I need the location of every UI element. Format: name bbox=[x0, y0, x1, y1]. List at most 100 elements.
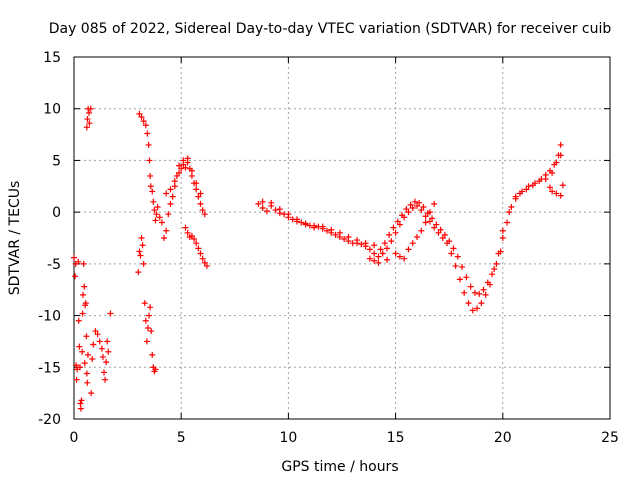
data-point bbox=[549, 188, 556, 195]
data-point bbox=[366, 246, 373, 253]
data-point bbox=[156, 214, 163, 221]
data-point bbox=[182, 224, 189, 231]
plot-frame bbox=[73, 56, 611, 420]
data-point bbox=[409, 240, 416, 247]
data-point bbox=[150, 198, 157, 205]
data-point bbox=[188, 167, 195, 174]
data-point bbox=[75, 317, 82, 324]
data-point bbox=[525, 183, 532, 190]
data-point bbox=[422, 213, 429, 220]
data-point bbox=[446, 238, 453, 245]
data-point bbox=[147, 183, 154, 190]
data-point bbox=[461, 289, 468, 296]
data-point bbox=[437, 226, 444, 233]
y-tick-label: 15 bbox=[43, 50, 61, 66]
data-point bbox=[452, 262, 459, 269]
data-point bbox=[392, 250, 399, 257]
data-point bbox=[180, 157, 187, 164]
data-point bbox=[259, 198, 266, 205]
data-point bbox=[450, 245, 457, 252]
data-point bbox=[195, 193, 202, 200]
y-tick-label: -20 bbox=[38, 412, 61, 428]
data-point bbox=[276, 206, 283, 213]
data-point bbox=[508, 203, 515, 210]
data-point bbox=[140, 118, 147, 125]
data-point bbox=[478, 300, 485, 307]
data-point bbox=[396, 221, 403, 228]
data-point bbox=[311, 222, 318, 229]
data-point bbox=[319, 223, 326, 230]
data-point bbox=[154, 203, 161, 210]
x-tick-label: 15 bbox=[387, 430, 405, 446]
data-points bbox=[71, 105, 566, 412]
data-point bbox=[328, 226, 335, 233]
data-point bbox=[439, 235, 446, 241]
data-point bbox=[381, 240, 388, 247]
data-point bbox=[549, 169, 556, 176]
data-point bbox=[480, 286, 487, 293]
data-point bbox=[136, 110, 143, 117]
data-point bbox=[542, 176, 549, 183]
data-point bbox=[84, 351, 91, 358]
data-point bbox=[163, 227, 170, 234]
data-point bbox=[84, 116, 91, 123]
data-point bbox=[268, 199, 275, 206]
data-point bbox=[467, 283, 474, 290]
x-tick-label: 0 bbox=[70, 430, 79, 446]
data-point bbox=[75, 258, 82, 265]
data-point bbox=[188, 172, 195, 179]
x-tick-label: 20 bbox=[494, 430, 512, 446]
data-point bbox=[173, 172, 180, 179]
data-point bbox=[489, 271, 496, 278]
data-point bbox=[366, 255, 373, 262]
data-point bbox=[144, 130, 151, 137]
data-point bbox=[161, 235, 168, 241]
data-point bbox=[102, 376, 109, 383]
data-point bbox=[201, 211, 208, 218]
data-point bbox=[553, 159, 560, 166]
data-point bbox=[94, 331, 101, 338]
data-point bbox=[176, 169, 183, 176]
data-point bbox=[341, 236, 348, 243]
data-point bbox=[149, 351, 156, 358]
data-point bbox=[523, 186, 530, 193]
y-tick-label: 10 bbox=[43, 102, 61, 118]
data-point bbox=[90, 341, 97, 348]
data-point bbox=[81, 283, 88, 290]
data-point bbox=[80, 260, 87, 267]
data-point bbox=[197, 190, 204, 197]
data-point bbox=[184, 229, 191, 236]
data-point bbox=[456, 276, 463, 283]
data-point bbox=[272, 207, 279, 214]
data-point bbox=[193, 186, 200, 193]
data-point bbox=[409, 205, 416, 212]
data-point bbox=[165, 211, 172, 218]
data-point bbox=[182, 164, 189, 171]
data-point bbox=[394, 218, 401, 225]
data-point bbox=[386, 231, 393, 238]
data-point bbox=[80, 291, 87, 298]
data-point bbox=[136, 248, 143, 255]
data-point bbox=[83, 333, 90, 340]
data-point bbox=[103, 359, 110, 366]
x-tick-label: 25 bbox=[601, 430, 619, 446]
data-point bbox=[499, 227, 506, 234]
data-point bbox=[199, 207, 206, 214]
data-point bbox=[401, 255, 408, 262]
data-point bbox=[405, 209, 412, 216]
x-tick-label: 10 bbox=[279, 430, 297, 446]
data-point bbox=[557, 192, 564, 199]
data-point bbox=[73, 362, 80, 369]
data-point bbox=[81, 360, 88, 367]
data-point bbox=[176, 162, 183, 169]
data-point bbox=[471, 289, 478, 296]
data-point bbox=[88, 390, 95, 397]
data-point bbox=[499, 235, 506, 241]
data-point bbox=[203, 262, 210, 269]
data-point bbox=[193, 240, 200, 247]
data-point bbox=[193, 180, 200, 187]
data-point bbox=[553, 190, 560, 197]
data-point bbox=[454, 253, 461, 260]
data-point bbox=[469, 307, 476, 314]
data-point bbox=[86, 109, 93, 116]
